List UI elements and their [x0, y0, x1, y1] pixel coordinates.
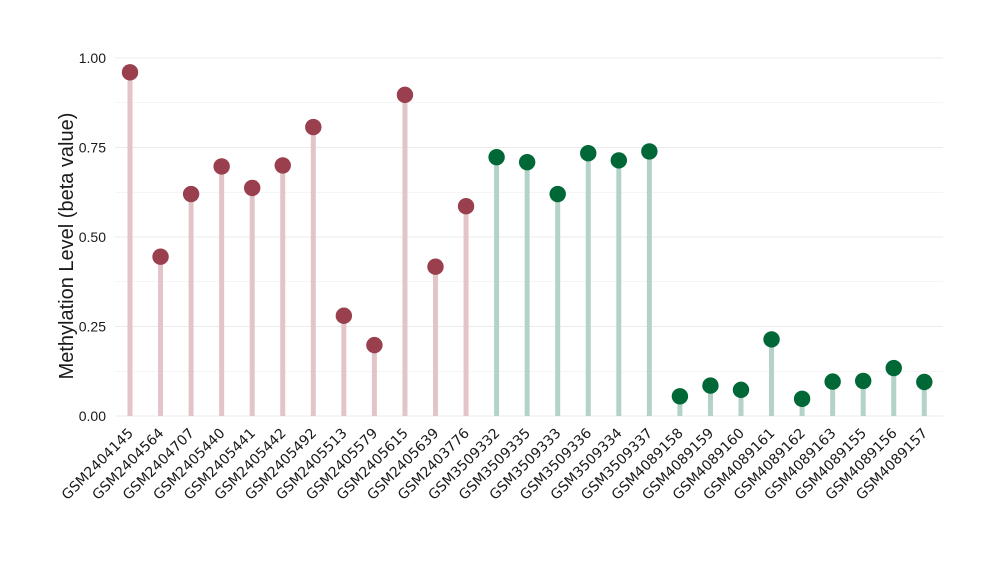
lollipop-point: [671, 388, 689, 405]
lollipop-point: [916, 373, 933, 391]
lollipop-point: [152, 248, 169, 265]
y-tick-label: 0.00: [79, 408, 106, 424]
lollipop-point: [702, 377, 719, 394]
lollipop-point: [488, 148, 505, 166]
lollipop-point: [396, 86, 414, 104]
lollipop-point: [580, 145, 597, 162]
lollipop-point: [427, 258, 444, 275]
y-tick-label: 0.50: [79, 229, 106, 245]
lollipop-point: [793, 390, 811, 408]
lollipop-point: [885, 359, 902, 377]
lollipop-points: [121, 64, 933, 408]
lollipop-point: [335, 307, 353, 324]
lollipop-point: [305, 118, 322, 136]
y-axis-ticks: 0.00 0.25 0.50 0.75 1.00: [79, 50, 106, 424]
lollipop-point: [732, 381, 750, 399]
lollipop-point: [457, 198, 475, 215]
lollipop-point: [366, 336, 383, 354]
lollipop-point: [824, 373, 841, 390]
lollipop-point: [763, 331, 780, 348]
lollipop-point: [855, 372, 872, 390]
lollipop-point: [518, 153, 536, 171]
y-tick-label: 0.25: [79, 319, 106, 335]
y-axis-title: Methylation Level (beta value): [56, 113, 78, 380]
lollipop-point: [549, 185, 566, 203]
lollipop-point: [121, 64, 139, 81]
lollipop-stems: [127, 72, 927, 416]
lollipop-point: [274, 157, 291, 174]
lollipop-point: [244, 179, 261, 197]
x-axis-ticks: GSM2404145GSM2404564GSM2404707GSM2405440…: [59, 425, 931, 503]
lollipop-point: [641, 143, 658, 160]
lollipop-point: [213, 158, 230, 175]
y-tick-label: 1.00: [79, 50, 106, 66]
lollipop-point: [610, 152, 627, 169]
y-tick-label: 0.75: [79, 140, 106, 156]
lollipop-point: [182, 185, 200, 203]
